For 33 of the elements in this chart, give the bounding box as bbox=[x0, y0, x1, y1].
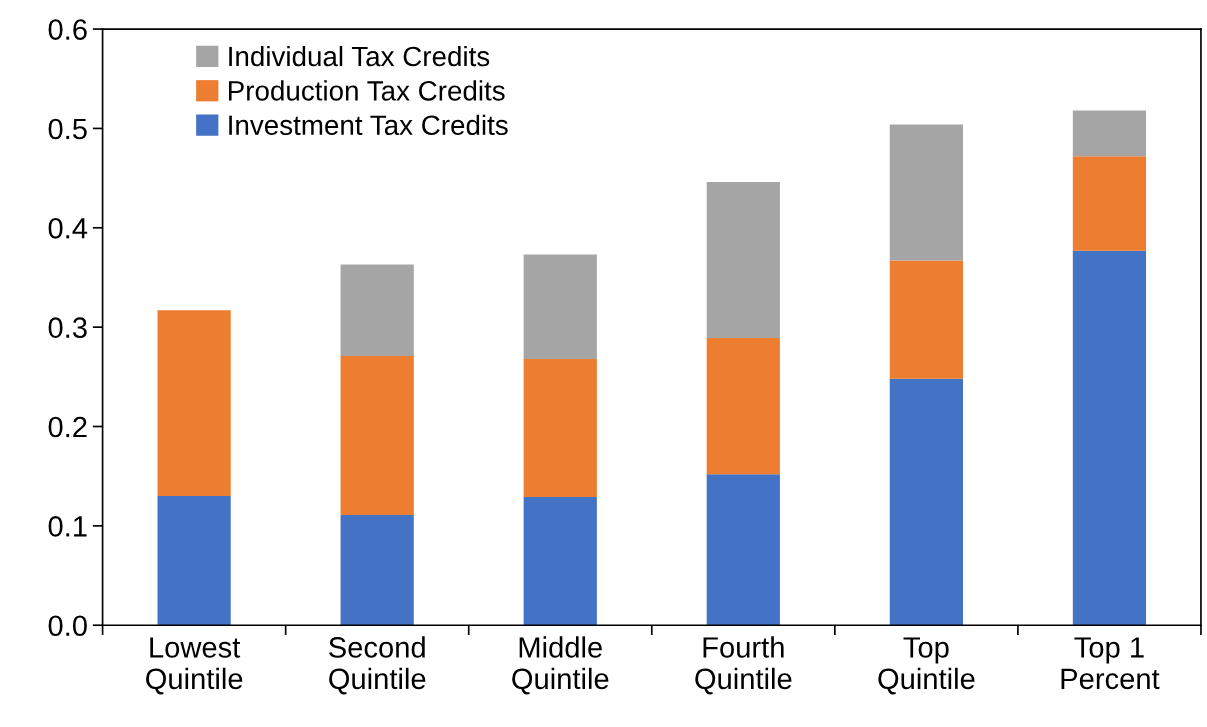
y-tick-label: 0.3 bbox=[48, 317, 87, 339]
bar bbox=[157, 496, 231, 626]
bar bbox=[523, 254, 597, 359]
bar bbox=[340, 264, 414, 356]
legend-label: Production Tax Credits bbox=[228, 80, 505, 101]
bar bbox=[889, 378, 963, 626]
y-tick-label: 0.1 bbox=[48, 516, 87, 537]
bar bbox=[889, 260, 963, 379]
bar bbox=[340, 355, 414, 515]
bar bbox=[706, 182, 780, 339]
legend-label: Investment Tax Credits bbox=[229, 114, 508, 136]
bar bbox=[706, 474, 780, 626]
bar bbox=[523, 497, 597, 626]
x-tick-label: Top 1 Percent bbox=[1061, 637, 1160, 690]
x-tick-label: Lowest Quintile bbox=[146, 637, 243, 695]
y-tick-label: 0.6 bbox=[48, 19, 87, 40]
legend-label: Individual Tax Credits bbox=[229, 45, 490, 67]
y-tick-label: 0.2 bbox=[48, 416, 87, 438]
bar bbox=[157, 310, 231, 497]
bar bbox=[340, 514, 414, 626]
bar bbox=[1072, 110, 1147, 157]
bar bbox=[523, 358, 597, 498]
y-tick-label: 0.5 bbox=[48, 118, 87, 140]
x-tick-label: Fourth Quintile bbox=[695, 636, 792, 695]
bar bbox=[889, 124, 963, 261]
bar bbox=[1072, 156, 1147, 251]
bar bbox=[1072, 250, 1147, 626]
x-tick-label: Second Quintile bbox=[329, 636, 426, 695]
bar bbox=[706, 338, 780, 475]
x-tick-label: Top Quintile bbox=[878, 637, 975, 695]
y-tick-label: 0.0 bbox=[48, 615, 87, 637]
y-tick-label: 0.4 bbox=[48, 218, 88, 239]
x-tick-label: Middle Quintile bbox=[512, 636, 609, 695]
